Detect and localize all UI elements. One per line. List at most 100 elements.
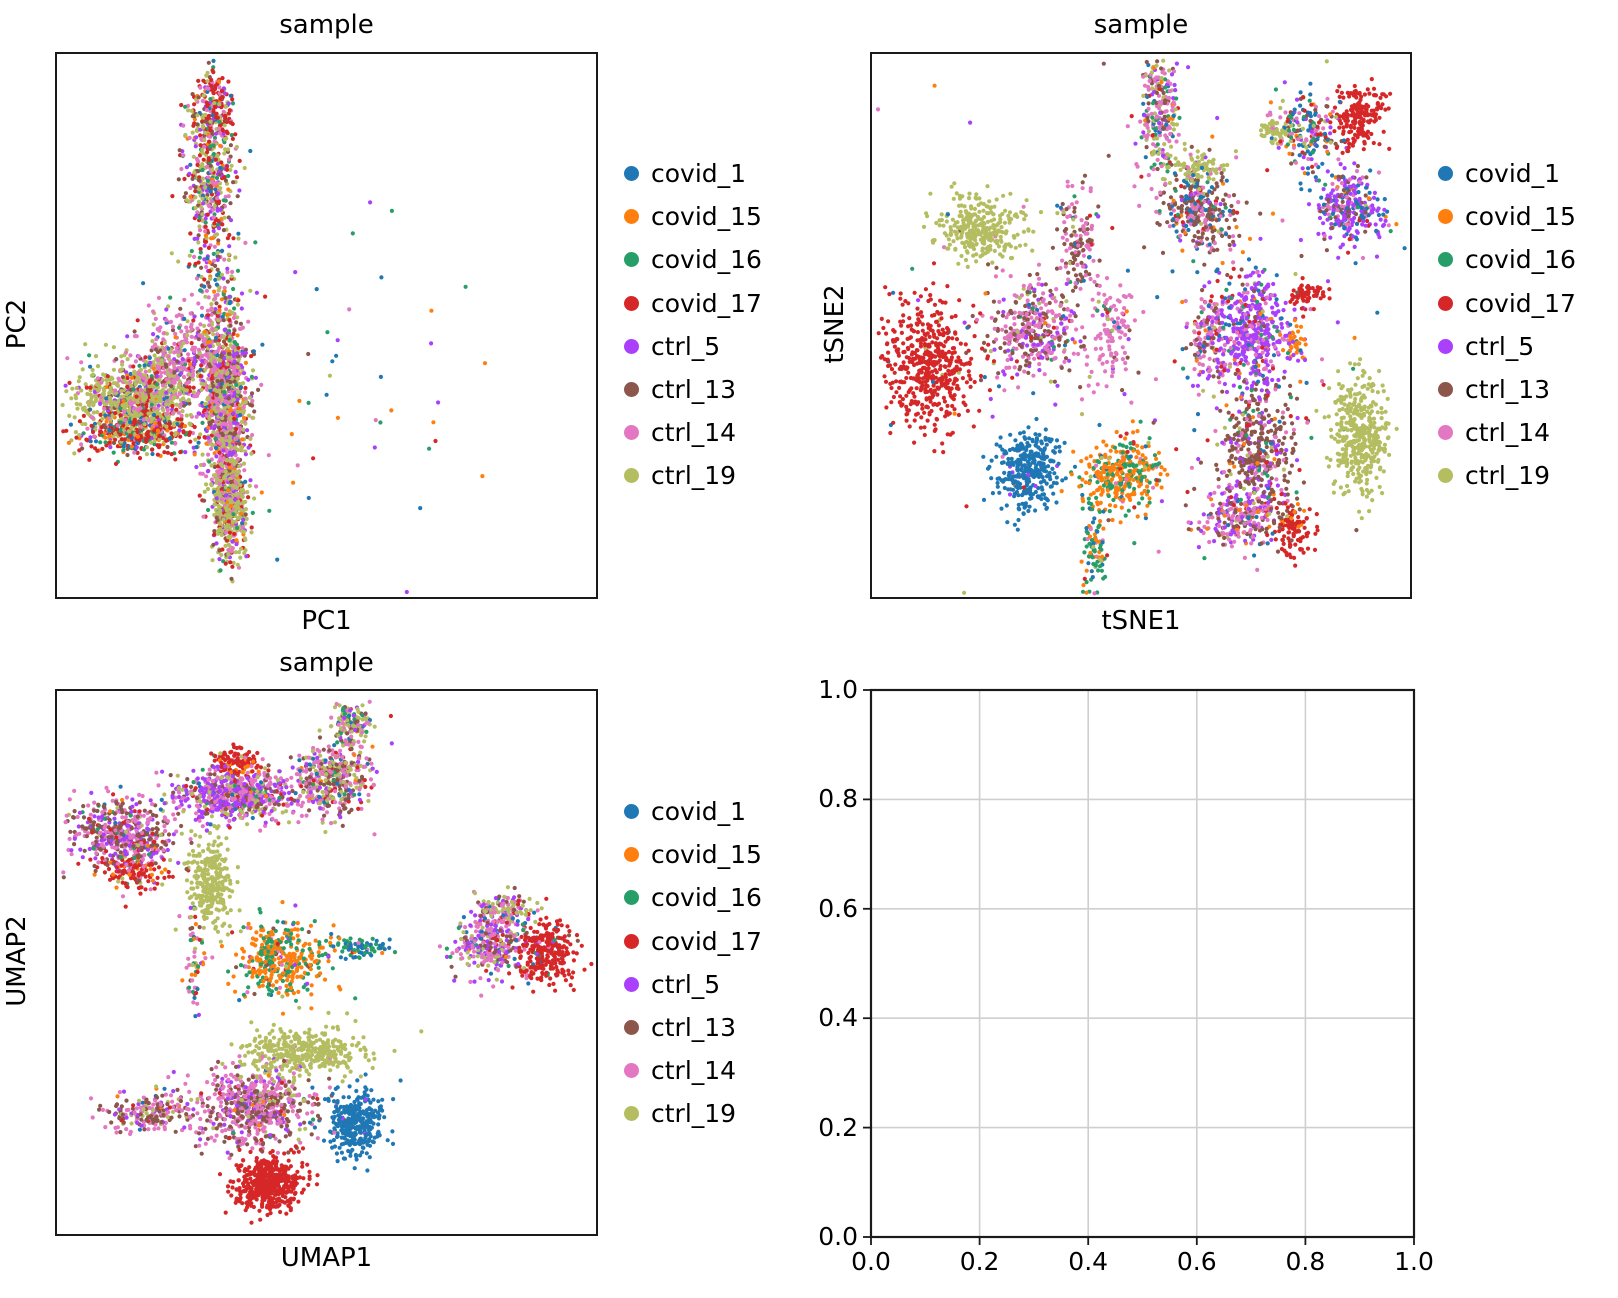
cell-point-covid-17: [1010, 375, 1015, 380]
cell-point-ctrl-14: [217, 481, 222, 486]
cell-point-ctrl-14: [192, 349, 197, 354]
cell-point-covid-16: [232, 306, 237, 311]
cell-point-covid-17: [243, 385, 248, 391]
cell-point-covid-1: [214, 445, 219, 451]
cell-point-covid-1: [121, 444, 126, 449]
cell-point-covid-1: [1252, 553, 1257, 558]
cell-point-covid-17: [932, 302, 938, 307]
cell-point-ctrl-14: [152, 406, 158, 411]
cell-point-covid-17: [213, 83, 218, 88]
cell-point-covid-16: [350, 231, 355, 236]
cell-point-ctrl-19: [114, 403, 119, 408]
cell-point-covid-1: [418, 506, 423, 511]
cell-point-covid-17: [188, 389, 193, 394]
cell-point-covid-17: [189, 341, 194, 346]
cell-point-ctrl-19: [126, 429, 131, 434]
cell-point-ctrl-19: [241, 427, 246, 432]
cell-point-ctrl-19: [185, 333, 190, 338]
cell-point-covid-17: [222, 175, 227, 180]
cell-point-ctrl-5: [237, 188, 242, 193]
cell-point-ctrl-19: [216, 288, 221, 293]
cell-point-ctrl-14: [373, 418, 378, 423]
cell-point-covid-1: [260, 342, 265, 347]
cell-point-covid-16: [253, 240, 258, 245]
cell-point-ctrl-13: [256, 387, 261, 392]
cell-point-ctrl-19: [233, 255, 238, 260]
cell-point-covid-17: [1288, 299, 1293, 304]
cell-point-covid-15: [240, 437, 245, 442]
cell-point-ctrl-19: [201, 93, 206, 98]
cell-point-covid-16: [227, 337, 232, 343]
cell-point-ctrl-14: [181, 123, 186, 128]
cell-point-covid-1: [142, 363, 147, 368]
cell-point-ctrl-19: [197, 187, 202, 192]
cell-point-ctrl-19: [113, 381, 118, 386]
cell-point-ctrl-19: [249, 530, 254, 535]
cell-point-covid-15: [212, 289, 217, 294]
cell-point-ctrl-19: [85, 411, 91, 416]
cell-point-covid-16: [137, 363, 142, 368]
cell-point-ctrl-19: [1351, 411, 1356, 416]
cell-point-ctrl-14: [172, 377, 177, 382]
cell-point-ctrl-14: [1079, 397, 1085, 402]
cell-point-covid-15: [482, 361, 488, 366]
cell-point-ctrl-19: [215, 341, 220, 346]
cell-point-ctrl-13: [1227, 234, 1232, 239]
cell-point-covid-17: [118, 413, 123, 418]
cell-point-covid-16: [234, 382, 239, 387]
cell-point-ctrl-5: [231, 411, 236, 416]
cell-point-covid-1: [1034, 416, 1039, 422]
cell-point-ctrl-19: [1015, 232, 1020, 237]
cell-point-covid-15: [222, 289, 227, 294]
cell-point-covid-17: [1174, 447, 1179, 452]
cell-point-covid-17: [209, 433, 214, 438]
cell-point-ctrl-14: [170, 411, 176, 416]
cell-point-covid-16: [87, 353, 92, 358]
cell-point-ctrl-14: [181, 365, 186, 370]
cell-point-ctrl-5: [1376, 206, 1381, 211]
cell-point-ctrl-5: [228, 218, 234, 223]
cell-point-covid-15: [165, 428, 170, 433]
cell-point-ctrl-5: [232, 359, 237, 364]
cell-point-covid-17: [173, 457, 178, 462]
cell-point-ctrl-19: [200, 196, 205, 201]
cell-point-covid-15: [173, 335, 178, 340]
cell-point-ctrl-19: [203, 130, 208, 135]
cell-point-covid-16: [200, 167, 205, 173]
cell-point-ctrl-14: [1146, 173, 1151, 178]
legend-item-ctrl-13: ctrl_13: [624, 368, 762, 411]
cell-point-ctrl-19: [236, 364, 241, 370]
cell-point-ctrl-5: [1342, 166, 1347, 171]
cell-point-ctrl-19: [238, 482, 243, 488]
cell-point-covid-17: [169, 452, 174, 457]
cell-point-ctrl-14: [141, 417, 146, 422]
cell-point-ctrl-14: [209, 477, 214, 482]
legend-item-covid-16: covid_16: [624, 238, 762, 281]
cell-point-ctrl-14: [204, 164, 210, 169]
cell-point-covid-17: [170, 404, 175, 409]
cell-point-ctrl-14: [185, 329, 190, 334]
cell-point-ctrl-19: [85, 391, 90, 397]
cell-point-ctrl-14: [1029, 352, 1034, 357]
cell-point-ctrl-19: [221, 344, 226, 349]
cell-point-ctrl-19: [241, 410, 246, 415]
cell-point-ctrl-13: [213, 263, 218, 268]
cell-point-ctrl-14: [159, 370, 164, 375]
cell-point-ctrl-5: [916, 298, 921, 303]
cell-point-ctrl-14: [204, 288, 209, 293]
cell-point-covid-17: [879, 316, 884, 321]
cell-point-ctrl-5: [404, 589, 409, 595]
cell-point-ctrl-19: [173, 432, 178, 437]
cell-point-covid-17: [944, 357, 949, 363]
cell-point-ctrl-19: [235, 409, 240, 415]
cell-point-covid-1: [128, 420, 133, 425]
legend-label: covid_1: [651, 159, 747, 189]
cell-point-covid-16: [463, 284, 468, 289]
cell-point-ctrl-14: [177, 391, 182, 396]
cell-point-ctrl-19: [240, 494, 245, 499]
cell-point-covid-17: [107, 440, 112, 445]
cell-point-ctrl-14: [240, 325, 245, 330]
cell-point-covid-17: [128, 433, 133, 438]
cell-point-ctrl-5: [222, 356, 227, 361]
cell-point-ctrl-14: [211, 215, 216, 220]
